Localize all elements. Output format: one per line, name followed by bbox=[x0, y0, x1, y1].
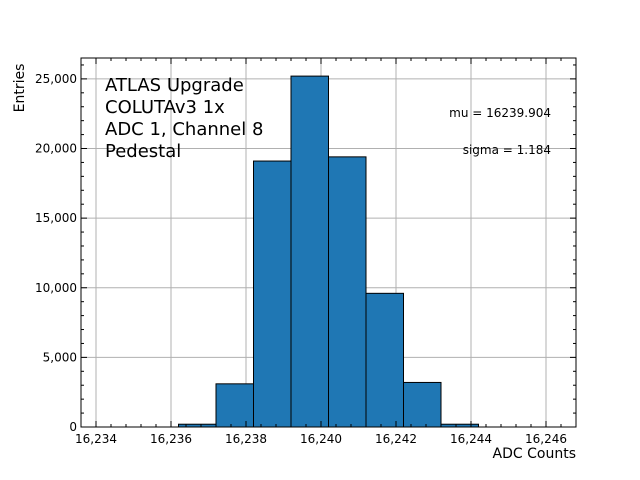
x-axis-label: ADC Counts bbox=[493, 446, 576, 462]
axis-ticks: 16,234 16,236 16,238 16,240 16,242 16,244 16,2… bbox=[35, 58, 577, 446]
y-axis-label: Entries bbox=[12, 64, 28, 113]
y-tick-label-5: 25,000 bbox=[35, 72, 77, 86]
y-tick-label-3: 15,000 bbox=[35, 211, 77, 225]
sigma-annotation: sigma = 1.184 bbox=[463, 143, 551, 157]
annotation-line-4: Pedestal bbox=[105, 141, 181, 162]
x-tick-label-4: 16,242 bbox=[375, 432, 417, 446]
plot-frame bbox=[80, 57, 577, 428]
y-tick-label-4: 20,000 bbox=[35, 142, 77, 156]
x-tick-label-6: 16,246 bbox=[525, 432, 567, 446]
y-tick-label-2: 10,000 bbox=[35, 281, 77, 295]
x-tick-label-0: 16,234 bbox=[75, 432, 117, 446]
y-tick-label-1: 5,000 bbox=[43, 350, 77, 364]
histogram-bar-3 bbox=[215, 383, 254, 428]
histogram-bar-8 bbox=[403, 381, 442, 428]
annotation-line-1: ATLAS Upgrade bbox=[105, 75, 244, 96]
x-tick-label-2: 16,238 bbox=[225, 432, 267, 446]
x-tick-label-1: 16,236 bbox=[150, 432, 192, 446]
x-tick-label-5: 16,244 bbox=[450, 432, 492, 446]
x-tick-label-3: 16,240 bbox=[300, 432, 342, 446]
histogram-bar-7 bbox=[365, 292, 404, 428]
mu-annotation: mu = 16239.904 bbox=[449, 106, 551, 120]
y-tick-label-0: 0 bbox=[69, 420, 77, 434]
histogram-bar-5 bbox=[290, 75, 329, 428]
histogram-bar-6 bbox=[328, 156, 367, 428]
annotation-line-2: COLUTAv3 1x bbox=[105, 97, 225, 118]
histogram-bar-4 bbox=[253, 160, 292, 428]
annotation-line-3: ADC 1, Channel 8 bbox=[105, 119, 263, 140]
histogram-bars bbox=[178, 75, 479, 428]
